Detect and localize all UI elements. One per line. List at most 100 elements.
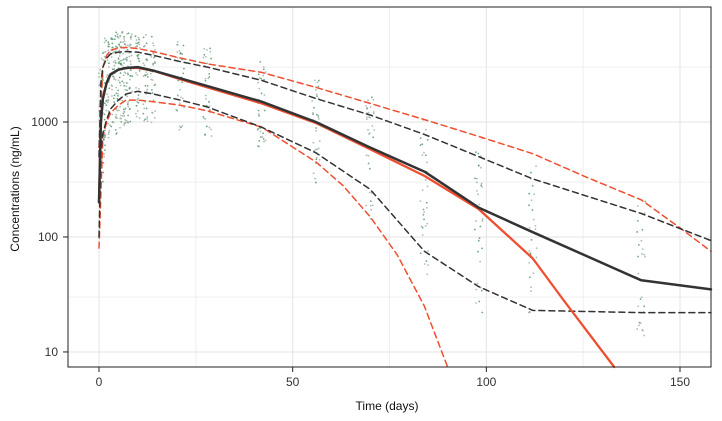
observed-point bbox=[125, 56, 128, 59]
observed-point bbox=[143, 44, 146, 47]
observed-point bbox=[103, 156, 106, 158]
observed-point bbox=[263, 94, 266, 96]
observed-point bbox=[138, 38, 141, 41]
observed-point bbox=[639, 298, 642, 301]
observed-point bbox=[103, 41, 106, 44]
observed-point bbox=[126, 95, 129, 98]
observed-point bbox=[145, 33, 147, 36]
observed-point bbox=[209, 47, 211, 50]
observed-point bbox=[129, 107, 131, 110]
observed-point bbox=[144, 84, 147, 87]
observed-point bbox=[209, 50, 212, 53]
observed-point bbox=[421, 154, 424, 157]
observed-point bbox=[103, 51, 105, 54]
observed-point bbox=[115, 86, 118, 89]
observed-point bbox=[111, 68, 114, 71]
observed-point bbox=[480, 184, 483, 187]
observed-point bbox=[316, 81, 319, 84]
observed-point bbox=[124, 72, 127, 75]
observed-point bbox=[183, 67, 185, 70]
observed-point bbox=[368, 191, 371, 194]
observed-point bbox=[206, 49, 208, 51]
observed-point bbox=[121, 80, 124, 83]
observed-point bbox=[317, 116, 320, 118]
observed-point bbox=[107, 49, 110, 52]
observed-point bbox=[257, 81, 259, 84]
observed-point bbox=[142, 62, 145, 65]
observed-point bbox=[130, 35, 132, 38]
observed-point bbox=[146, 120, 149, 123]
observed-point bbox=[124, 107, 127, 110]
observed-point bbox=[424, 128, 427, 131]
observed-point bbox=[480, 289, 483, 292]
observed-point bbox=[313, 106, 315, 109]
observed-point bbox=[123, 40, 126, 42]
observed-point bbox=[258, 114, 260, 117]
observed-point bbox=[103, 55, 106, 58]
observed-point bbox=[424, 225, 427, 227]
observed-point bbox=[177, 79, 180, 82]
observed-point bbox=[117, 92, 119, 95]
observed-point bbox=[142, 36, 145, 39]
observed-point bbox=[208, 73, 211, 75]
observed-point bbox=[122, 81, 125, 84]
observed-point bbox=[131, 90, 134, 93]
observed-point bbox=[108, 62, 110, 65]
observed-point bbox=[126, 44, 129, 47]
observed-point bbox=[105, 109, 108, 112]
observed-point bbox=[636, 231, 639, 233]
predicted-5th-percentile-line bbox=[98, 99, 449, 368]
observed-point bbox=[367, 128, 369, 131]
observed-point bbox=[477, 152, 480, 155]
observed-point bbox=[119, 35, 122, 37]
observed-point bbox=[136, 100, 138, 103]
observed-point bbox=[143, 119, 146, 122]
observed-point bbox=[146, 76, 149, 78]
observed-point bbox=[180, 126, 183, 129]
observed-point bbox=[103, 82, 106, 85]
observed-point bbox=[530, 286, 532, 289]
observed-point bbox=[421, 226, 424, 229]
x-axis-title: Time (days) bbox=[356, 399, 419, 413]
observed-point bbox=[208, 101, 210, 103]
observed-point bbox=[131, 75, 134, 78]
observed-point bbox=[103, 118, 106, 121]
observed-point bbox=[113, 38, 116, 41]
observed-point bbox=[366, 116, 368, 119]
observed-point bbox=[136, 110, 139, 112]
observed-point bbox=[99, 68, 102, 71]
observed-point bbox=[258, 145, 260, 148]
observed-point bbox=[179, 52, 182, 55]
observed-point bbox=[315, 129, 318, 132]
observed-point bbox=[368, 132, 371, 134]
observed-point bbox=[367, 99, 369, 102]
observed-point bbox=[367, 111, 370, 114]
observed-point bbox=[423, 151, 425, 154]
plot-frame bbox=[67, 6, 712, 368]
observed-point bbox=[111, 38, 114, 41]
observed-point bbox=[533, 193, 535, 196]
observed-point bbox=[123, 114, 126, 117]
observed-point bbox=[138, 69, 141, 72]
predicted-95th-percentile-line bbox=[98, 46, 712, 253]
observed-point bbox=[181, 124, 184, 127]
observed-point bbox=[318, 140, 321, 143]
observed-point bbox=[113, 76, 116, 79]
observed-point bbox=[531, 184, 534, 187]
observed-point bbox=[257, 113, 260, 115]
observed-point bbox=[129, 74, 131, 77]
observed-point bbox=[317, 147, 320, 150]
observed-point bbox=[117, 56, 120, 59]
observed-point bbox=[210, 135, 213, 137]
observed-point bbox=[175, 108, 178, 111]
observed-point bbox=[477, 239, 480, 242]
observed-point bbox=[259, 127, 262, 130]
observed-point bbox=[313, 79, 316, 82]
observed-point bbox=[205, 55, 207, 58]
observed-point bbox=[639, 322, 642, 324]
observed-point bbox=[134, 35, 137, 38]
observed-point bbox=[125, 85, 128, 88]
observed-point bbox=[178, 102, 181, 105]
observed-point bbox=[116, 35, 119, 38]
observed-point bbox=[535, 165, 537, 168]
